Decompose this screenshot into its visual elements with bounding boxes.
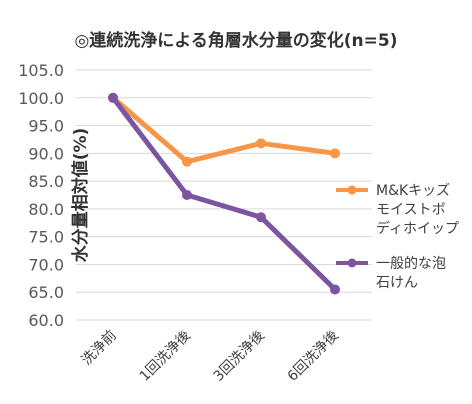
x-tick-label: 1回洗浄後 bbox=[137, 328, 194, 385]
legend-swatch-marker bbox=[347, 258, 357, 268]
data-point bbox=[330, 284, 340, 295]
legend-entry: モイストボ bbox=[376, 202, 446, 218]
series-line-2 bbox=[110, 95, 338, 292]
y-tick-labels: 60.0 65.0 70.0 75.0 80.0 85.0 90.0 95.0 100.0 105… bbox=[18, 61, 64, 330]
y-tick-label: 80.0 bbox=[28, 200, 64, 219]
y-tick-label: 70.0 bbox=[28, 255, 64, 274]
y-tick-label: 65.0 bbox=[28, 283, 64, 302]
legend-entry: 一般的な泡 bbox=[376, 256, 446, 272]
y-tick-label: 95.0 bbox=[28, 117, 64, 136]
y-tick-label: 85.0 bbox=[28, 172, 64, 191]
data-point bbox=[182, 190, 192, 200]
y-tick-label: 60.0 bbox=[28, 311, 64, 330]
x-tick-label: 洗浄前 bbox=[78, 327, 120, 369]
y-tick-label: 105.0 bbox=[18, 61, 64, 80]
series-line-1 bbox=[110, 95, 338, 165]
data-point bbox=[108, 92, 118, 103]
x-tick-label: 3回洗浄後 bbox=[211, 328, 268, 385]
gridlines bbox=[76, 69, 372, 321]
chart-title: ◎連続洗浄による角層水分量の変化(n=5) bbox=[74, 30, 397, 51]
y-tick-label: 100.0 bbox=[18, 89, 64, 108]
legend-swatch-marker bbox=[347, 185, 357, 195]
x-tick-labels: 洗浄前 1回洗浄後 3回洗浄後 6回洗浄後 bbox=[78, 327, 342, 385]
legend-entry: 石けん bbox=[376, 275, 418, 291]
y-tick-label: 90.0 bbox=[28, 144, 64, 163]
series-lines bbox=[108, 92, 340, 295]
data-point bbox=[182, 156, 192, 167]
y-tick-label: 75.0 bbox=[28, 228, 64, 247]
legend-entry: M&Kキッズ bbox=[376, 183, 450, 199]
legend-entry: ディホイップ bbox=[376, 220, 459, 237]
data-point bbox=[330, 148, 340, 159]
data-point bbox=[256, 138, 266, 149]
y-axis-label: 水分量相対値(%) bbox=[70, 128, 91, 263]
x-tick-label: 6回洗浄後 bbox=[285, 328, 342, 385]
data-point bbox=[256, 212, 266, 223]
